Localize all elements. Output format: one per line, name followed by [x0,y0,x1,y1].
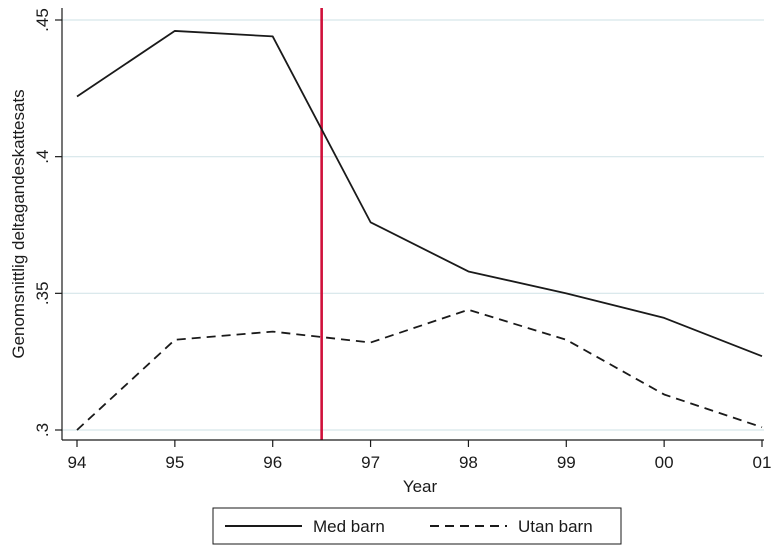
series-line-med-barn [76,30,763,358]
x-ticks: 94 95 96 97 98 99 00 01 [68,440,772,472]
y-axis-title: Genomsnittlig deltagandeskattesats [9,89,28,358]
y-tick-label: .3 [33,423,52,437]
x-tick-label: 95 [165,453,184,472]
x-axis-title: Year [403,477,438,496]
y-tick-label: .35 [33,282,52,306]
legend-label-utan-barn: Utan barn [518,517,593,536]
legend-label-med-barn: Med barn [313,517,385,536]
series-layer [76,30,763,431]
x-tick-label: 99 [557,453,576,472]
series-line-utan-barn [76,308,763,431]
gridlines [62,19,764,431]
y-ticks: .3 .35 .4 .45 [33,8,62,437]
x-tick-label: 00 [655,453,674,472]
x-tick-label: 97 [361,453,380,472]
x-tick-label: 01 [753,453,772,472]
y-tick-label: .4 [33,150,52,164]
axes [61,8,764,441]
legend: Med barn Utan barn [212,507,622,545]
y-tick-label: .45 [33,8,52,32]
x-tick-label: 94 [68,453,87,472]
x-tick-label: 98 [459,453,478,472]
x-tick-label: 96 [263,453,282,472]
